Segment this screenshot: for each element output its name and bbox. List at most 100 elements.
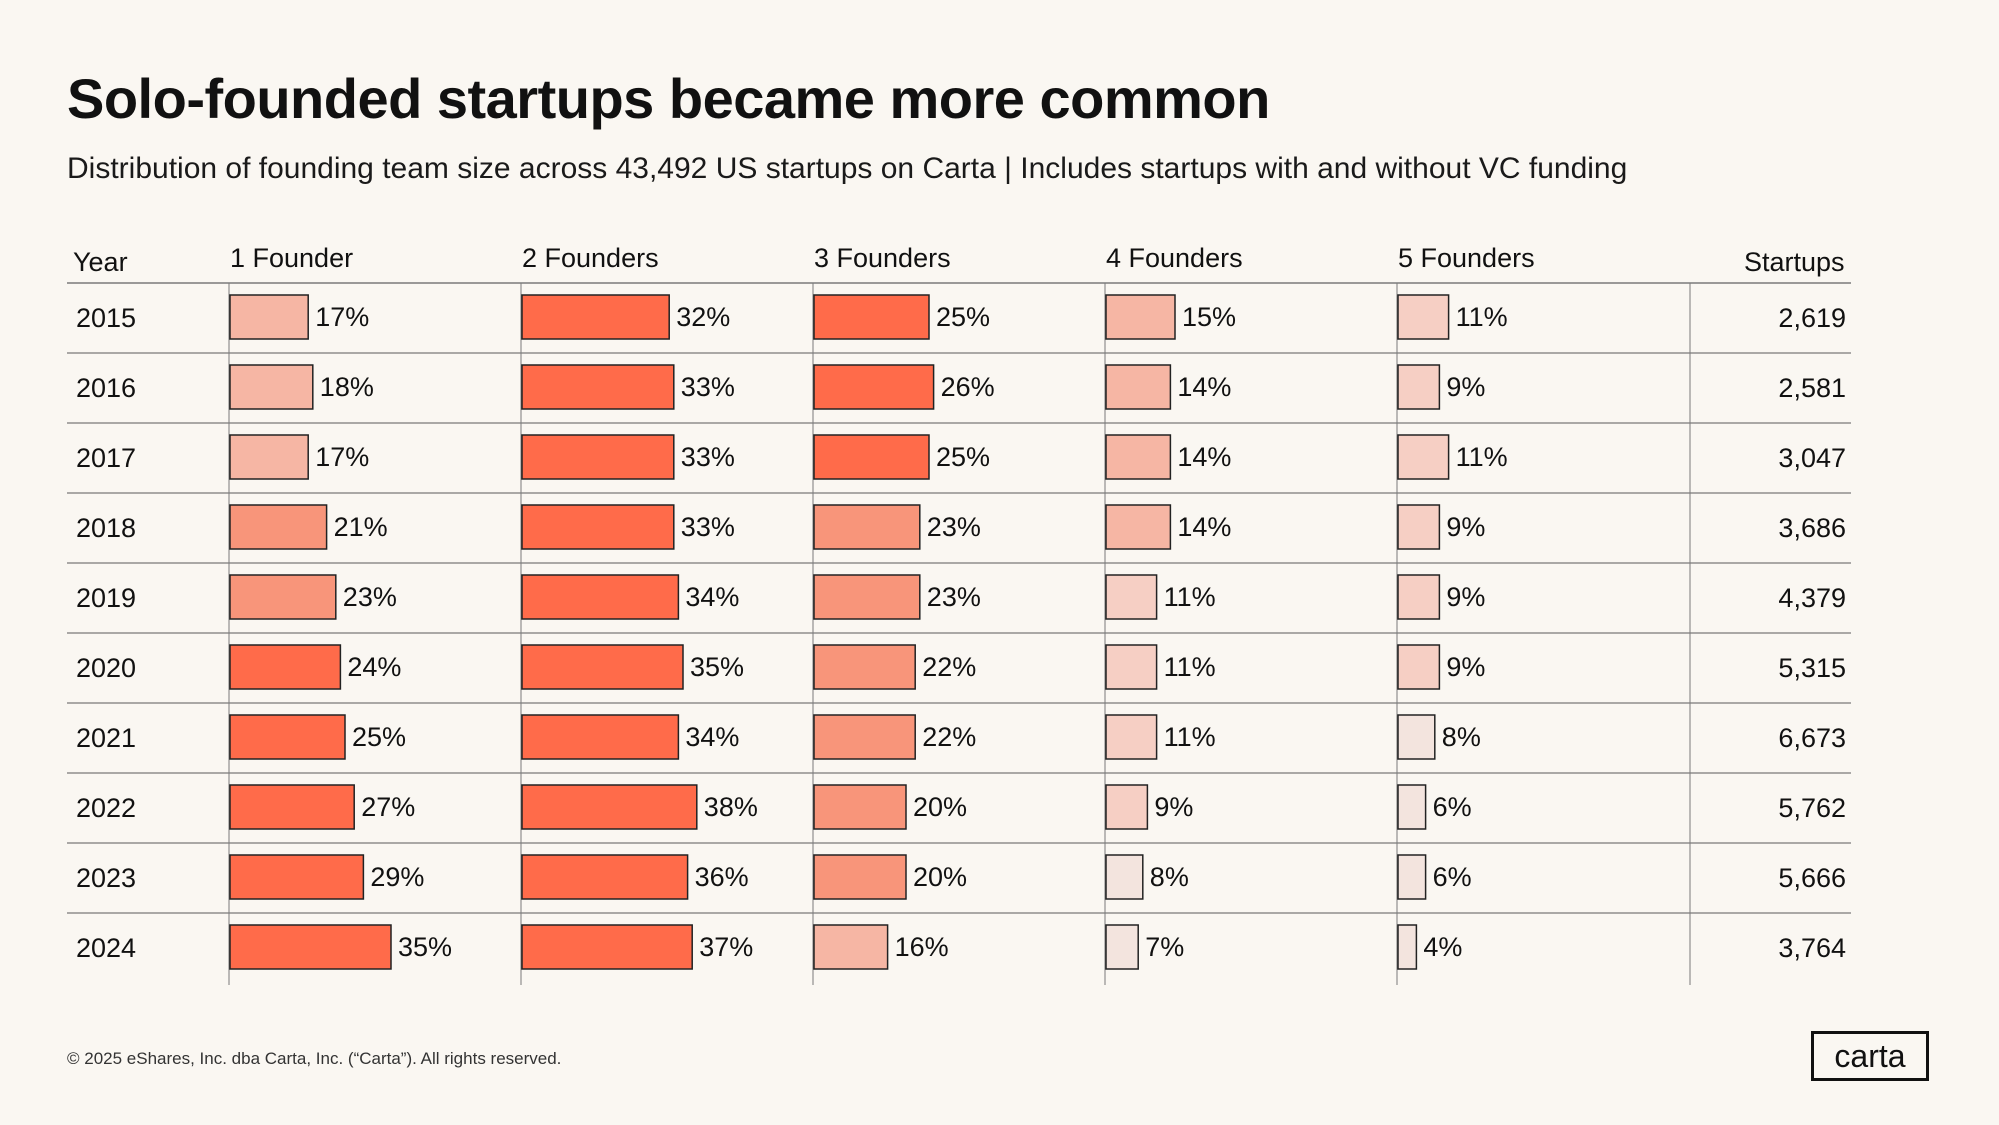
- bar-5-founders-2016: [1397, 364, 1441, 410]
- data-label: 11%: [1455, 442, 1508, 472]
- data-label: 22%: [922, 722, 977, 752]
- bar-2-founders-2021: [521, 714, 680, 760]
- data-label: 9%: [1446, 512, 1486, 542]
- year-label: 2021: [76, 723, 137, 753]
- bar-1-founder-2018: [229, 504, 328, 550]
- bar-4-founders-2024: [1105, 924, 1139, 970]
- startups-count: 3,764: [1778, 933, 1846, 963]
- year-label: 2016: [76, 373, 137, 403]
- year-label: 2015: [76, 303, 137, 333]
- data-label: 9%: [1154, 792, 1194, 822]
- copyright-footer: © 2025 eShares, Inc. dba Carta, Inc. (“C…: [67, 1049, 562, 1068]
- data-label: 11%: [1163, 652, 1216, 682]
- data-label: 25%: [936, 302, 991, 332]
- startups-count: 3,686: [1778, 513, 1846, 543]
- bar-2-founders-2024: [521, 924, 693, 970]
- bar-2-founders-2020: [521, 644, 684, 690]
- data-label: 14%: [1177, 512, 1232, 542]
- bar-4-founders-2023: [1105, 854, 1144, 900]
- bar-3-founders-2017: [813, 434, 930, 480]
- data-label: 8%: [1149, 862, 1189, 892]
- data-label: 6%: [1432, 862, 1472, 892]
- data-label: 20%: [913, 792, 968, 822]
- data-label: 33%: [680, 512, 735, 542]
- data-label: 14%: [1177, 442, 1232, 472]
- data-label: 34%: [685, 722, 740, 752]
- data-label: 4%: [1423, 932, 1463, 962]
- data-label: 35%: [398, 932, 453, 962]
- bar-1-founder-2016: [229, 364, 314, 410]
- year-label: 2019: [76, 583, 137, 613]
- chart-subtitle: Distribution of founding team size acros…: [67, 152, 1628, 185]
- bar-5-founders-2020: [1397, 644, 1441, 690]
- data-label: 17%: [315, 302, 370, 332]
- data-label: 23%: [342, 582, 397, 612]
- bar-3-founders-2020: [813, 644, 916, 690]
- data-label: 33%: [680, 442, 735, 472]
- bar-1-founder-2019: [229, 574, 337, 620]
- bar-3-founders-2015: [813, 294, 930, 340]
- data-label: 36%: [694, 862, 749, 892]
- year-label: 2020: [76, 653, 137, 683]
- bar-5-founders-2019: [1397, 574, 1441, 620]
- startups-count: 3,047: [1778, 443, 1846, 473]
- data-label: 21%: [333, 512, 388, 542]
- bar-3-founders-2016: [813, 364, 935, 410]
- data-label: 25%: [936, 442, 991, 472]
- startups-count: 6,673: [1778, 723, 1846, 753]
- data-label: 23%: [926, 512, 981, 542]
- bar-1-founder-2017: [229, 434, 309, 480]
- bar-2-founders-2016: [521, 364, 675, 410]
- startups-count: 2,581: [1778, 373, 1846, 403]
- data-label: 9%: [1446, 582, 1486, 612]
- data-label: 11%: [1163, 582, 1216, 612]
- data-label: 11%: [1455, 302, 1508, 332]
- bar-4-founders-2019: [1105, 574, 1158, 620]
- bar-2-founders-2023: [521, 854, 689, 900]
- bar-1-founder-2023: [229, 854, 365, 900]
- column-header-year: Year: [73, 247, 128, 277]
- bar-3-founders-2024: [813, 924, 889, 970]
- data-label: 35%: [690, 652, 745, 682]
- data-label: 18%: [319, 372, 374, 402]
- year-label: 2023: [76, 863, 137, 893]
- startups-count: 5,762: [1778, 793, 1846, 823]
- data-label: 32%: [676, 302, 731, 332]
- bar-1-founder-2020: [229, 644, 342, 690]
- data-label: 17%: [315, 442, 370, 472]
- data-label: 26%: [940, 372, 995, 402]
- data-label: 27%: [361, 792, 416, 822]
- carta-logo: carta: [1811, 1031, 1929, 1081]
- column-header-startups: Startups: [1744, 247, 1845, 277]
- bar-1-founder-2024: [229, 924, 392, 970]
- data-label: 8%: [1441, 722, 1481, 752]
- column-header-1-founder: 1 Founder: [230, 243, 354, 273]
- bar-5-founders-2022: [1397, 784, 1427, 830]
- bar-2-founders-2015: [521, 294, 670, 340]
- bar-4-founders-2018: [1105, 504, 1172, 550]
- column-header-2-founders: 2 Founders: [522, 243, 659, 273]
- bar-5-founders-2018: [1397, 504, 1441, 550]
- bar-5-founders-2021: [1397, 714, 1436, 760]
- column-header-5-founders: 5 Founders: [1398, 243, 1535, 273]
- column-header-4-founders: 4 Founders: [1106, 243, 1243, 273]
- year-label: 2017: [76, 443, 137, 473]
- data-label: 38%: [703, 792, 758, 822]
- data-label: 15%: [1182, 302, 1237, 332]
- startups-count: 5,666: [1778, 863, 1846, 893]
- bar-5-founders-2015: [1397, 294, 1450, 340]
- startups-count: 4,379: [1778, 583, 1846, 613]
- bar-5-founders-2024: [1397, 924, 1418, 970]
- year-label: 2024: [76, 933, 137, 963]
- bar-3-founders-2018: [813, 504, 921, 550]
- bar-2-founders-2019: [521, 574, 680, 620]
- data-label: 25%: [352, 722, 407, 752]
- bar-3-founders-2019: [813, 574, 921, 620]
- data-label: 11%: [1163, 722, 1216, 752]
- startups-count: 2,619: [1778, 303, 1846, 333]
- data-label: 24%: [347, 652, 402, 682]
- data-label: 14%: [1177, 372, 1232, 402]
- data-label: 16%: [894, 932, 949, 962]
- bar-1-founder-2015: [229, 294, 309, 340]
